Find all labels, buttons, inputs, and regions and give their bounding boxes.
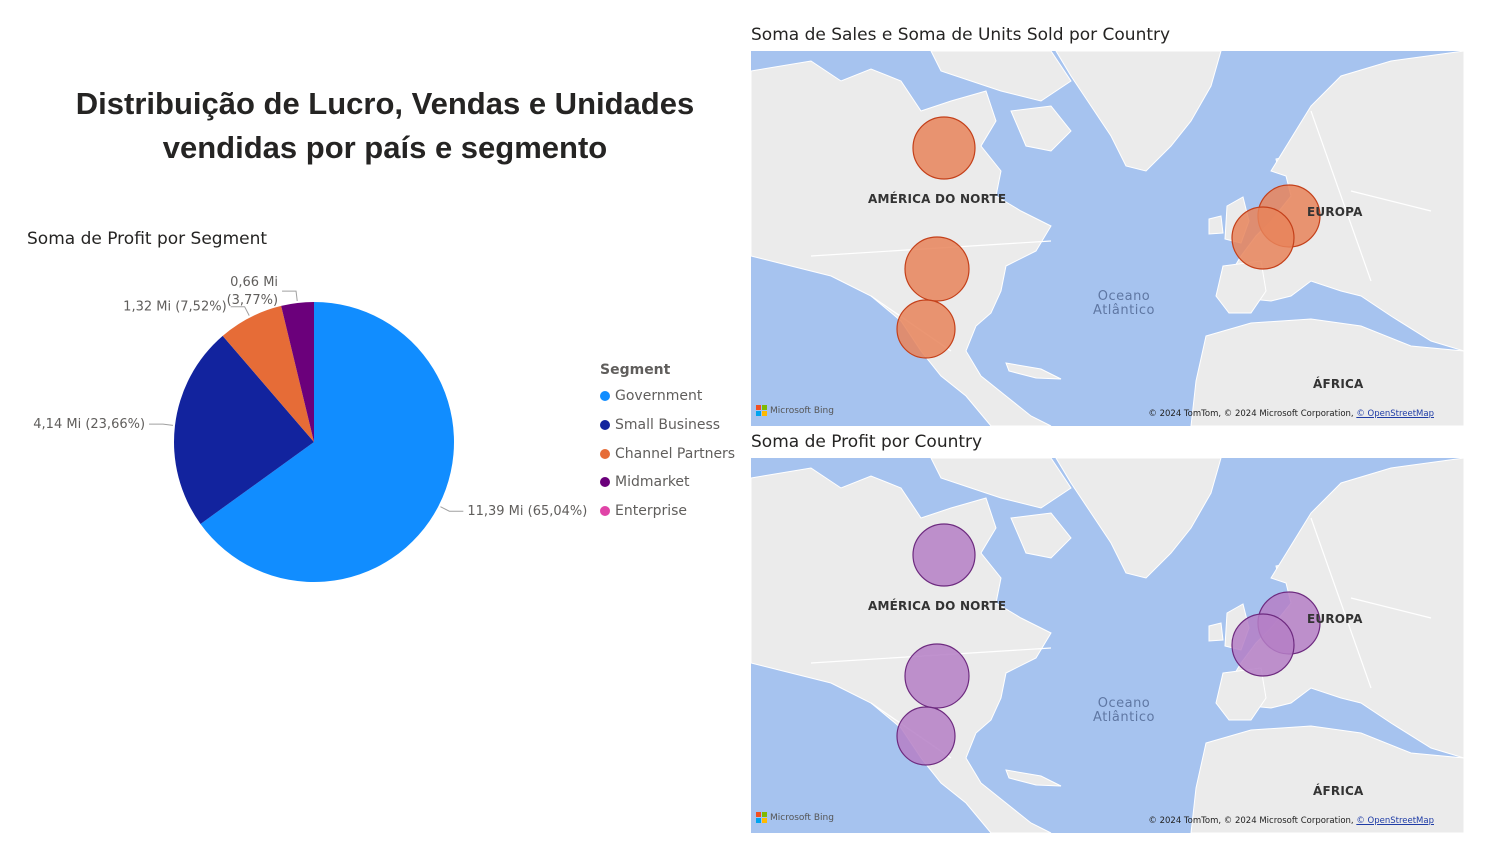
landmass bbox=[1190, 318, 1464, 426]
map-bubble-canada[interactable] bbox=[912, 523, 976, 587]
landmass bbox=[1010, 105, 1072, 152]
pie-leader-line bbox=[440, 506, 464, 512]
legend-label: Channel Partners bbox=[615, 445, 736, 462]
pie-data-label: 11,39 Mi (65,04%) bbox=[467, 504, 587, 519]
landmass bbox=[1005, 362, 1062, 380]
landmass bbox=[1005, 769, 1062, 787]
label-africa: ÁFRICA bbox=[1313, 377, 1364, 391]
map-attribution: © 2024 TomTom, © 2024 Microsoft Corporat… bbox=[1148, 816, 1434, 826]
map-land-background bbox=[751, 458, 1464, 833]
landmass bbox=[930, 458, 1072, 509]
legend-label: Enterprise bbox=[615, 503, 688, 520]
ocean-line2: Atlântico bbox=[1093, 710, 1155, 725]
map-sales-title: Soma de Sales e Soma de Units Sold por C… bbox=[751, 25, 1171, 45]
ocean-line2: Atlântico bbox=[1093, 303, 1155, 318]
landmass bbox=[1208, 622, 1224, 642]
country-border bbox=[1310, 110, 1372, 282]
country-border bbox=[1350, 190, 1432, 212]
pie-chart[interactable]: 11,39 Mi (65,04%) 4,14 Mi (23,66%) 1,32 Mi… bbox=[0, 260, 740, 600]
map-sales-units[interactable]: AMÉRICA DO NORTE EUROPA ÁFRICA Oceano At… bbox=[751, 51, 1464, 426]
pie-leader-line bbox=[230, 306, 250, 316]
bing-logo: Microsoft Bing bbox=[756, 405, 834, 416]
landmass bbox=[1208, 215, 1224, 235]
ocean-line1: Oceano bbox=[1097, 696, 1151, 711]
osm-link[interactable]: © OpenStreetMap bbox=[1356, 816, 1434, 826]
pie-data-label: 0,66 Mi (3,77%) bbox=[227, 275, 278, 308]
bing-logo: Microsoft Bing bbox=[756, 812, 834, 823]
map-bubble-mexico[interactable] bbox=[896, 706, 956, 766]
legend-item-channel-partners[interactable]: Channel Partners bbox=[600, 439, 735, 468]
ocean-line1: Oceano bbox=[1097, 289, 1151, 304]
legend-item-small-business[interactable]: Small Business bbox=[600, 411, 735, 440]
landmass bbox=[1010, 512, 1072, 559]
attribution-text: © 2024 TomTom, © 2024 Microsoft Corporat… bbox=[1148, 409, 1354, 419]
legend-marker bbox=[600, 391, 610, 402]
bing-text: Microsoft Bing bbox=[770, 405, 834, 416]
legend-marker bbox=[600, 477, 610, 488]
label-europe: EUROPA bbox=[1307, 205, 1363, 219]
attribution-text: © 2024 TomTom, © 2024 Microsoft Corporat… bbox=[1148, 816, 1354, 826]
label-africa: ÁFRICA bbox=[1313, 784, 1364, 798]
map-bubble-usa[interactable] bbox=[904, 236, 970, 302]
legend-marker bbox=[600, 448, 610, 459]
landmass bbox=[1190, 725, 1464, 833]
legend-label: Midmarket bbox=[615, 474, 690, 491]
map-bubbles[interactable] bbox=[751, 458, 1464, 833]
landmass bbox=[930, 51, 1072, 102]
label-north-america: AMÉRICA DO NORTE bbox=[868, 192, 1007, 206]
map-bubbles[interactable] bbox=[751, 51, 1464, 426]
pie-leader-line bbox=[149, 423, 174, 426]
map-bubble-france[interactable] bbox=[1231, 206, 1295, 270]
pie-slice-midmarket[interactable] bbox=[281, 302, 314, 442]
page-title: Distribuição de Lucro, Vendas e Unidades… bbox=[75, 86, 695, 165]
landmass bbox=[1055, 51, 1222, 172]
legend-item-enterprise[interactable]: Enterprise bbox=[600, 497, 735, 526]
label-north-america: AMÉRICA DO NORTE bbox=[868, 599, 1007, 613]
pie-chart-title: Soma de Profit por Segment bbox=[27, 229, 268, 249]
osm-link[interactable]: © OpenStreetMap bbox=[1356, 409, 1434, 419]
bing-text: Microsoft Bing bbox=[770, 812, 834, 823]
map-profit[interactable]: AMÉRICA DO NORTE EUROPA ÁFRICA Oceano At… bbox=[751, 458, 1464, 833]
label-europe: EUROPA bbox=[1307, 612, 1363, 626]
pie-legend: Segment Government Small Business Channel … bbox=[600, 362, 735, 525]
map-profit-title: Soma de Profit por Country bbox=[751, 432, 983, 452]
map-attribution: © 2024 TomTom, © 2024 Microsoft Corporat… bbox=[1148, 409, 1434, 419]
legend-marker bbox=[600, 506, 610, 517]
pie-slice-channel-partners[interactable] bbox=[222, 305, 314, 442]
label-ocean: Oceano Atlântico bbox=[1087, 290, 1161, 318]
map-bubble-usa[interactable] bbox=[904, 643, 970, 709]
map-bubble-canada[interactable] bbox=[912, 116, 976, 180]
label-ocean: Oceano Atlântico bbox=[1087, 697, 1161, 725]
map-bubble-france[interactable] bbox=[1231, 613, 1295, 677]
landmass bbox=[1055, 458, 1222, 579]
map-land-background bbox=[751, 51, 1464, 426]
legend-item-midmarket[interactable]: Midmarket bbox=[600, 468, 735, 497]
microsoft-logo-icon bbox=[756, 405, 767, 416]
legend-label: Small Business bbox=[615, 417, 721, 434]
microsoft-logo-icon bbox=[756, 812, 767, 823]
legend-label: Government bbox=[615, 388, 703, 405]
legend-item-government[interactable]: Government bbox=[600, 382, 735, 411]
country-border bbox=[1350, 597, 1432, 619]
map-bubble-mexico[interactable] bbox=[896, 299, 956, 359]
pie-leader-line bbox=[282, 290, 298, 302]
legend-marker bbox=[600, 420, 610, 431]
pie-slice-government[interactable] bbox=[200, 302, 454, 582]
pie-data-label: 4,14 Mi (23,66%) bbox=[33, 417, 145, 432]
pie-slice-small-business[interactable] bbox=[173, 335, 314, 524]
pie-data-label: 1,32 Mi (7,52%) bbox=[123, 300, 226, 315]
legend-title: Segment bbox=[600, 362, 671, 378]
country-border bbox=[1310, 517, 1372, 689]
